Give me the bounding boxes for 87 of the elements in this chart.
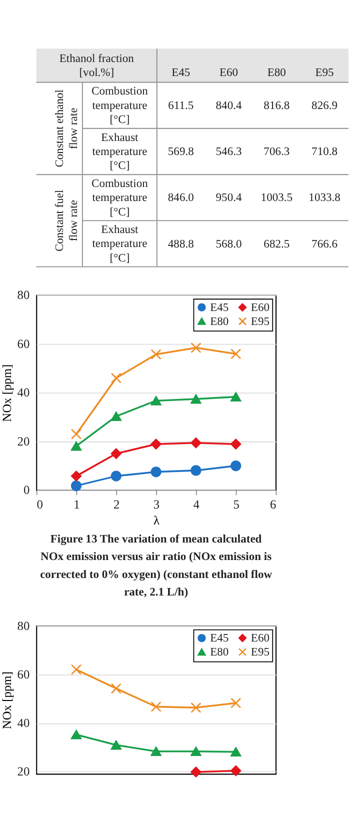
- text: 568.0: [216, 238, 242, 250]
- text: 611.5: [168, 100, 194, 112]
- caption: Figure 13 The variation of mean calculated NOx emission versus air ratio (NOx emission is corrected to 0% oxygen) (constant ethanol flow rate, 2.1 L/h): [40, 534, 273, 599]
- legend-label: E80: [210, 646, 229, 659]
- x-tick-label: 1: [74, 497, 80, 512]
- point: [190, 746, 202, 756]
- point: [230, 460, 242, 472]
- point: [230, 348, 242, 360]
- point: [150, 349, 162, 360]
- category-label: E95: [315, 67, 334, 80]
- point: [150, 466, 162, 478]
- y-tick-label: 60: [17, 667, 30, 682]
- text: 846.0: [168, 192, 194, 204]
- point: [150, 438, 162, 450]
- point: [230, 438, 242, 450]
- y-tick-label: 60: [17, 336, 30, 351]
- x-tick-label: 2: [113, 497, 120, 512]
- x-tick-label: 4: [193, 497, 200, 512]
- legend-label: E60: [250, 302, 270, 314]
- y-tick-label: 40: [17, 716, 30, 730]
- legend-label: E95: [250, 646, 270, 659]
- category-label: Ethanol fraction [vol.%]: [59, 52, 134, 80]
- legend-label: E45: [210, 632, 229, 645]
- text: 569.8: [168, 146, 194, 158]
- x-axis-title: λ: [153, 513, 160, 528]
- text: 710.8: [312, 146, 338, 158]
- point: [150, 746, 162, 756]
- category-label: Exhaust temperature [°C]: [92, 132, 148, 172]
- point: [70, 470, 82, 482]
- text: 1033.8: [308, 192, 340, 204]
- point: [110, 470, 122, 482]
- x-tick-label: 0: [36, 497, 43, 512]
- point: [110, 740, 122, 750]
- y-tick-label: 40: [17, 386, 30, 400]
- x-tick-label: 5: [233, 497, 240, 512]
- point: [110, 448, 122, 459]
- point: [70, 441, 82, 451]
- y-tick-label: 80: [17, 618, 30, 633]
- legend-label: E80: [210, 316, 229, 328]
- legend-label: E45: [210, 302, 229, 314]
- point: [70, 428, 82, 440]
- text: 950.4: [216, 192, 242, 204]
- point: [70, 480, 82, 492]
- text: 840.4: [216, 100, 242, 112]
- y-axis-title: NOx [ppm]: [0, 364, 14, 422]
- point: [190, 438, 202, 448]
- category-label: Combustion temperature [°C]: [92, 178, 148, 218]
- y-tick-label: 20: [17, 434, 30, 448]
- point: [230, 747, 242, 757]
- point: [110, 372, 122, 384]
- text: 766.6: [312, 238, 338, 250]
- point: [190, 766, 202, 778]
- point: [190, 342, 202, 354]
- point: [70, 730, 82, 740]
- text: 682.5: [264, 238, 290, 250]
- text: Constant ethanol flow rate: [54, 90, 80, 168]
- point: [230, 765, 242, 776]
- point: [190, 394, 202, 404]
- point: [150, 701, 162, 712]
- legend-label: E60: [250, 632, 270, 645]
- point: [110, 683, 122, 694]
- category-label: Exhaust temperature [°C]: [92, 224, 148, 264]
- point: [110, 412, 122, 422]
- point: [150, 396, 162, 406]
- y-tick-label: 0: [24, 483, 30, 498]
- y-axis-title: NOx [ppm]: [0, 672, 14, 730]
- point: [230, 698, 242, 708]
- text: Constant fuel flow rate: [54, 190, 80, 252]
- point: [190, 465, 202, 476]
- point: [230, 392, 242, 402]
- text: 1003.5: [260, 192, 292, 204]
- point: [190, 702, 202, 713]
- category-label: E45: [172, 67, 190, 80]
- y-tick-label: 80: [17, 288, 30, 302]
- x-tick-label: 3: [153, 497, 160, 512]
- legend-label: E95: [250, 316, 270, 328]
- category-label: E60: [219, 67, 238, 80]
- category-label: Combustion temperature [°C]: [92, 86, 148, 126]
- category-label: E80: [267, 67, 286, 80]
- point: [70, 664, 82, 675]
- text: 546.3: [216, 146, 242, 158]
- text: 826.9: [312, 100, 338, 112]
- text: 706.3: [264, 146, 290, 158]
- x-tick-label: 6: [270, 497, 276, 512]
- y-tick-label: 20: [17, 764, 30, 778]
- text: 816.8: [264, 100, 290, 112]
- text: 488.8: [168, 238, 194, 250]
